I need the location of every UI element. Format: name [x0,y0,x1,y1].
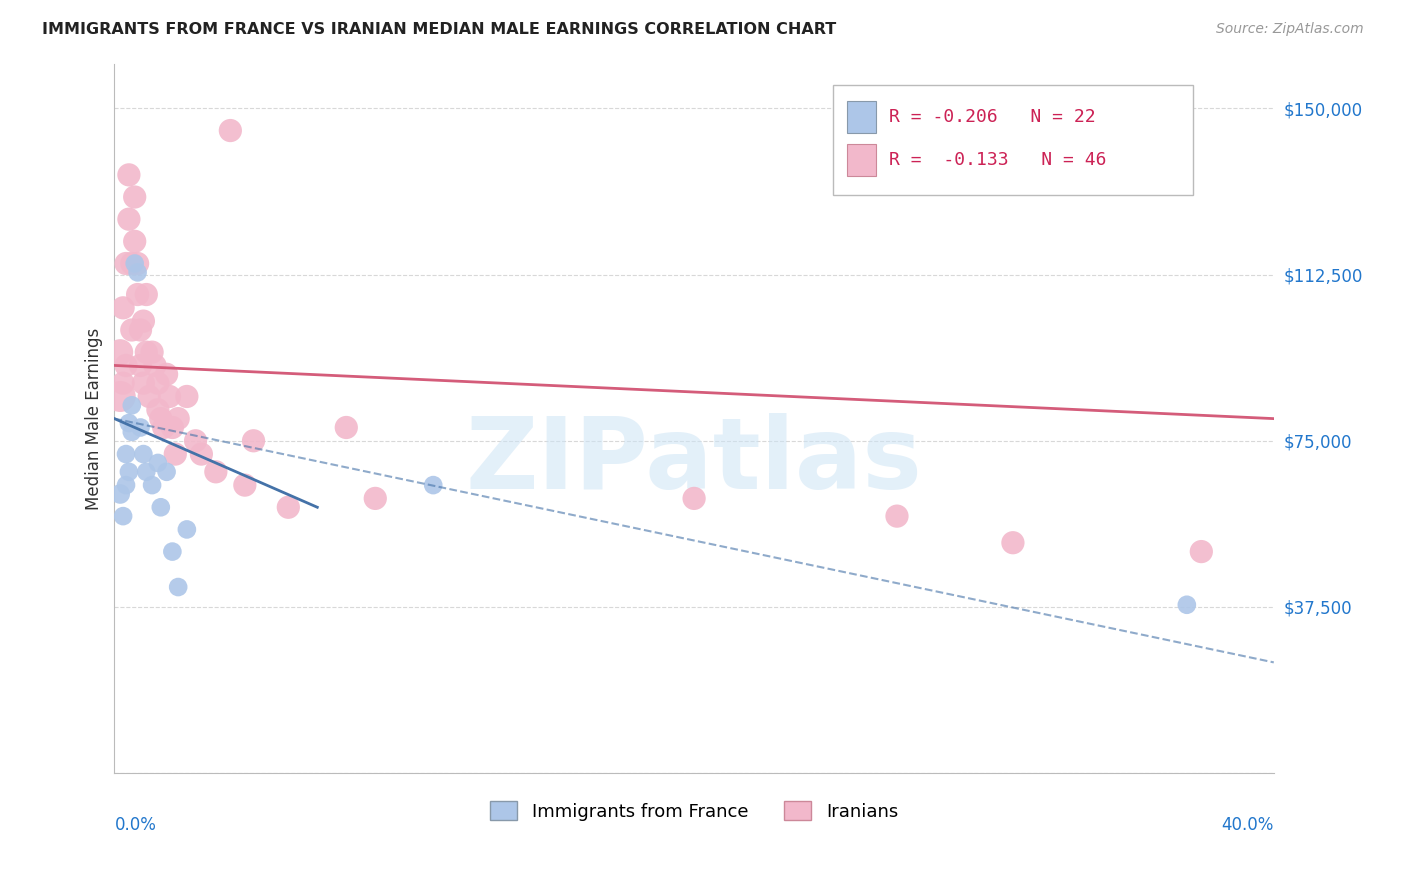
Point [132,447,155,461]
Point [115,447,138,461]
Point [422,478,444,492]
Point [127,256,149,270]
Point [132,376,155,391]
Point [242,434,264,448]
Point [129,420,152,434]
Point [127,287,149,301]
Point [138,389,160,403]
Point [146,456,169,470]
Point [135,345,157,359]
Point [364,491,387,506]
Point [118,168,141,182]
Point [118,465,141,479]
Point [149,411,172,425]
Point [167,580,190,594]
Point [149,500,172,515]
Point [141,478,163,492]
Text: R =  -0.133   N = 46: R = -0.133 N = 46 [889,151,1107,169]
Point [219,123,242,137]
Point [1189,544,1212,558]
FancyBboxPatch shape [848,144,876,176]
Point [124,190,146,204]
Point [184,434,207,448]
Point [141,345,163,359]
Point [132,314,155,328]
Point [115,478,138,492]
Point [155,368,177,382]
Point [129,323,152,337]
Point [176,523,198,537]
FancyBboxPatch shape [834,86,1192,195]
Point [112,509,135,524]
Point [165,447,187,461]
Point [205,465,228,479]
Point [115,359,138,373]
Point [146,376,169,391]
Point [108,345,131,359]
Point [108,389,131,403]
Point [121,323,143,337]
Point [159,389,181,403]
Point [121,425,143,439]
Point [190,447,212,461]
Point [335,420,357,434]
Point [112,376,135,391]
Point [176,389,198,403]
Point [155,465,177,479]
Point [1001,535,1024,549]
Text: R = -0.206   N = 22: R = -0.206 N = 22 [889,108,1095,127]
Text: 0.0%: 0.0% [114,816,156,834]
Point [162,544,184,558]
Point [121,398,143,412]
Point [124,256,146,270]
Point [121,256,143,270]
Point [135,465,157,479]
Point [277,500,299,515]
Point [135,287,157,301]
Point [233,478,256,492]
Point [683,491,706,506]
Point [886,509,908,524]
Point [162,420,184,434]
Y-axis label: Median Male Earnings: Median Male Earnings [86,327,103,509]
Text: 40.0%: 40.0% [1222,816,1274,834]
Point [143,359,166,373]
Point [1175,598,1198,612]
Legend: Immigrants from France, Iranians: Immigrants from France, Iranians [482,794,905,828]
Point [127,265,149,279]
Point [152,420,174,434]
FancyBboxPatch shape [848,102,876,133]
Point [167,411,190,425]
Point [118,416,141,430]
Text: Source: ZipAtlas.com: Source: ZipAtlas.com [1216,22,1364,37]
Text: ZIPatlas: ZIPatlas [465,413,922,509]
Text: IMMIGRANTS FROM FRANCE VS IRANIAN MEDIAN MALE EARNINGS CORRELATION CHART: IMMIGRANTS FROM FRANCE VS IRANIAN MEDIAN… [42,22,837,37]
Point [129,359,152,373]
Point [115,256,138,270]
Point [124,235,146,249]
Point [112,301,135,315]
Point [108,487,131,501]
Point [146,402,169,417]
Point [118,212,141,227]
